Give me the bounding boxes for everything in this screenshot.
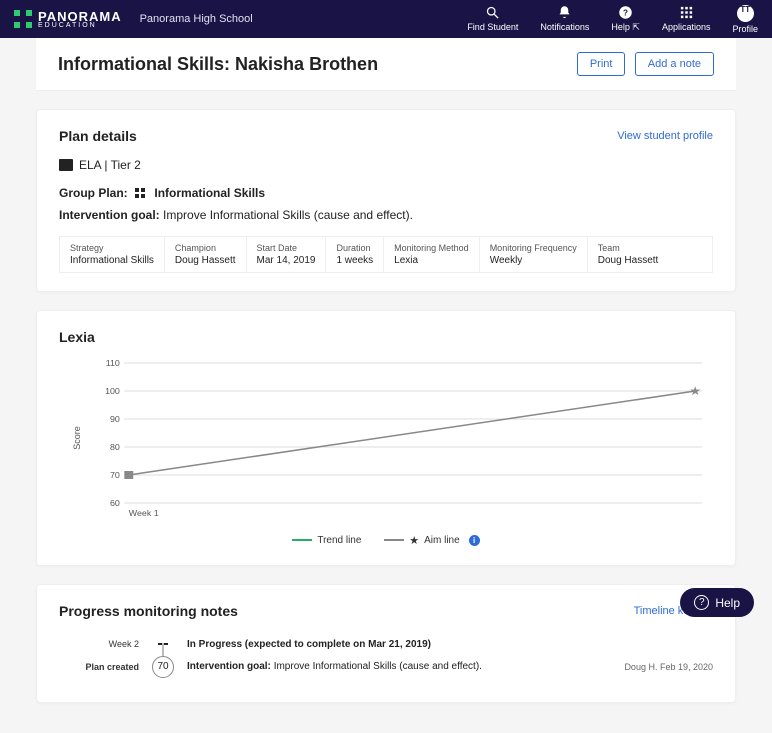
svg-text:80: 80	[110, 442, 120, 451]
col-duration: Duration1 weeks	[326, 237, 384, 272]
goal-label: Intervention goal:	[59, 208, 160, 222]
legend-trend: Trend line	[292, 535, 361, 546]
timeline: Week 2 In Progress (expected to complete…	[59, 639, 713, 678]
svg-text:110: 110	[106, 358, 120, 367]
logo-mark	[14, 10, 32, 28]
print-button[interactable]: Print	[577, 52, 626, 76]
nav-label: Notifications	[540, 22, 589, 32]
group-icon	[135, 188, 147, 200]
col-start-date: Start DateMar 14, 2019	[247, 237, 327, 272]
goal-text: Improve Informational Skills (cause and …	[163, 208, 413, 222]
svg-text:100: 100	[105, 386, 120, 395]
col-team: TeamDoug Hassett	[588, 237, 669, 272]
col-monitoring-method: Monitoring MethodLexia	[384, 237, 480, 272]
apps-icon	[679, 5, 694, 20]
line-chart: 110 100 90 80 70 60 ★ Week 1	[91, 353, 713, 523]
nav-find-student[interactable]: Find Student	[467, 5, 518, 34]
info-icon[interactable]: i	[469, 535, 480, 546]
nav-profile[interactable]: TT Profile	[732, 5, 758, 34]
svg-text:60: 60	[110, 498, 120, 507]
nav-label: Applications	[662, 22, 711, 32]
group-plan-row: Group Plan: Informational Skills	[59, 186, 713, 200]
help-fab[interactable]: ? Help	[680, 588, 754, 617]
tl-created-meta: Doug H. Feb 19, 2020	[624, 662, 713, 672]
progress-heading: Progress monitoring notes	[59, 603, 238, 619]
progress-notes-card: Progress monitoring notes Timeline key ?…	[36, 584, 736, 703]
title-bar: Informational Skills: Nakisha Brothen Pr…	[36, 38, 736, 91]
search-icon	[485, 5, 500, 20]
chart-y-label: Score	[72, 426, 82, 450]
star-icon: ★	[409, 534, 419, 547]
trend-swatch-icon	[292, 539, 312, 541]
svg-text:★: ★	[689, 385, 701, 398]
plan-details-card: Plan details View student profile ELA | …	[36, 109, 736, 292]
col-strategy: StrategyInformational Skills	[60, 237, 165, 272]
chart-area: Score 110 100 90 80 70	[59, 353, 713, 523]
timeline-node	[151, 643, 175, 645]
help-icon: ?	[618, 5, 633, 20]
bell-icon	[557, 5, 572, 20]
col-monitoring-frequency: Monitoring FrequencyWeekly	[480, 237, 588, 272]
nav-applications[interactable]: Applications	[662, 5, 711, 34]
subject-line: ELA | Tier 2	[59, 158, 713, 172]
tl-created-label: Plan created	[59, 662, 139, 672]
nav-label: Find Student	[467, 22, 518, 32]
timeline-row-created: Plan created 70 Intervention goal: Impro…	[59, 656, 713, 678]
chart-card: Lexia Score 110 100 90 80	[36, 310, 736, 566]
plan-detail-table: StrategyInformational Skills ChampionDou…	[59, 236, 713, 273]
timeline-row-week2: Week 2 In Progress (expected to complete…	[59, 639, 713, 650]
nav-label: Help ⇱	[611, 22, 640, 32]
title-actions: Print Add a note	[571, 52, 714, 76]
tl-created-content: Intervention goal: Improve Informational…	[187, 661, 713, 672]
svg-text:?: ?	[623, 8, 628, 17]
nav-help[interactable]: ? Help ⇱	[611, 5, 640, 34]
legend-aim: ★ Aim line i	[384, 534, 479, 547]
intervention-goal-row: Intervention goal: Improve Informational…	[59, 208, 713, 222]
col-champion: ChampionDoug Hassett	[165, 237, 247, 272]
aim-swatch-icon	[384, 539, 404, 541]
top-bar: PANORAMA EDUCATION Panorama High School …	[0, 0, 772, 38]
school-name[interactable]: Panorama High School	[140, 13, 253, 25]
svg-text:90: 90	[110, 414, 120, 423]
svg-text:70: 70	[110, 470, 120, 479]
timeline-value-circle: 70	[152, 656, 174, 678]
chart-title: Lexia	[59, 329, 713, 345]
plan-details-heading: Plan details	[59, 128, 137, 144]
group-plan-label: Group Plan:	[59, 186, 128, 200]
avatar-icon: TT	[737, 5, 754, 22]
nav-notifications[interactable]: Notifications	[540, 5, 589, 34]
add-note-button[interactable]: Add a note	[635, 52, 714, 76]
top-nav: Find Student Notifications ? Help ⇱ Appl…	[467, 5, 758, 34]
view-student-profile-link[interactable]: View student profile	[617, 130, 713, 142]
subject-text: ELA | Tier 2	[79, 158, 141, 172]
book-icon	[59, 159, 73, 171]
help-fab-icon: ?	[694, 595, 709, 610]
timeline-node: 70	[151, 656, 175, 678]
tl-week2-label: Week 2	[59, 639, 139, 649]
page-title: Informational Skills: Nakisha Brothen	[58, 54, 378, 75]
tl-week2-text: In Progress (expected to complete on Mar…	[187, 639, 713, 650]
brand-text: PANORAMA EDUCATION	[38, 9, 122, 29]
svg-text:Week 1: Week 1	[129, 508, 159, 517]
chart-legend: Trend line ★ Aim line i	[59, 533, 713, 547]
group-plan-name: Informational Skills	[154, 186, 265, 200]
help-fab-label: Help	[715, 596, 740, 610]
brand-logo[interactable]: PANORAMA EDUCATION	[14, 9, 122, 29]
nav-label: Profile	[732, 24, 758, 34]
